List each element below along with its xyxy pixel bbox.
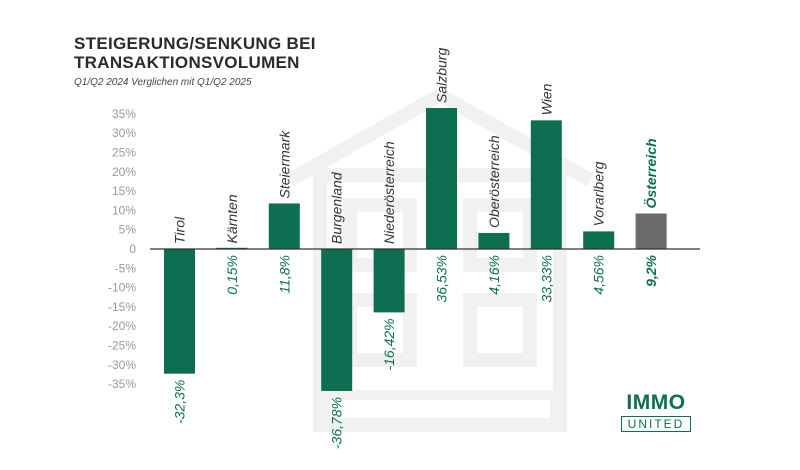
- bar-tirol: [164, 249, 195, 374]
- value-label: 0,15%: [224, 255, 240, 295]
- value-label: -36,78%: [329, 397, 345, 449]
- value-label: 9,2%: [643, 254, 659, 286]
- value-label: 4,16%: [486, 255, 502, 295]
- y-tick-label: 20%: [112, 165, 136, 179]
- category-label: Österreich: [643, 138, 659, 208]
- category-label: Tirol: [172, 216, 188, 244]
- y-tick-label: -10%: [108, 281, 136, 295]
- value-label: 11,8%: [276, 255, 292, 294]
- y-tick-label: 30%: [112, 126, 136, 140]
- y-tick-label: -20%: [108, 319, 136, 333]
- y-tick-label: 10%: [112, 203, 136, 217]
- value-label: 4,56%: [591, 255, 607, 295]
- y-tick-label: 0: [129, 242, 136, 256]
- bar-oberösterreich: [478, 232, 510, 249]
- chart-subtitle: Q1/Q2 2024 Verglichen mit Q1/Q2 2025: [74, 77, 252, 88]
- value-label: -16,42%: [381, 318, 397, 370]
- y-tick-label: -5%: [115, 261, 137, 275]
- bar-wien: [530, 120, 562, 250]
- y-tick-label: -25%: [108, 339, 136, 353]
- category-label: Vorarlberg: [591, 161, 607, 226]
- y-tick-label: -35%: [108, 377, 136, 391]
- y-tick-label: 35%: [112, 107, 136, 121]
- bar-steiermark: [268, 203, 300, 249]
- bar-salzburg: [426, 107, 457, 249]
- category-label: Niederösterreich: [381, 141, 397, 244]
- logo-text-bottom: UNITED: [621, 416, 691, 432]
- logo-text-top: IMMO: [626, 391, 686, 414]
- category-label: Oberösterreich: [486, 135, 502, 228]
- y-tick-label: -30%: [108, 358, 136, 372]
- value-label: -32,3%: [172, 380, 188, 424]
- value-label: 33,33%: [538, 255, 554, 302]
- value-label: 36,53%: [434, 255, 450, 302]
- chart-title: STEIGERUNG/SENKUNG BEI TRANSAKTIONSVOLUM…: [74, 34, 316, 72]
- category-label: Steiermark: [276, 130, 292, 199]
- bar-vorarlberg: [583, 231, 615, 249]
- y-tick-label: -15%: [108, 300, 136, 314]
- category-label: Burgenland: [329, 171, 345, 244]
- immo-united-logo: IMMO UNITED: [621, 392, 691, 432]
- category-label: Wien: [538, 83, 554, 115]
- y-tick-label: 15%: [112, 184, 136, 198]
- y-tick-label: 25%: [112, 146, 136, 160]
- bar-burgenland: [321, 249, 353, 391]
- bar-niederösterreich: [373, 249, 405, 313]
- category-label: Kärnten: [224, 194, 240, 243]
- y-tick-label: 5%: [119, 223, 137, 237]
- category-label: Salzburg: [434, 48, 450, 103]
- bar-österreich: [635, 213, 667, 249]
